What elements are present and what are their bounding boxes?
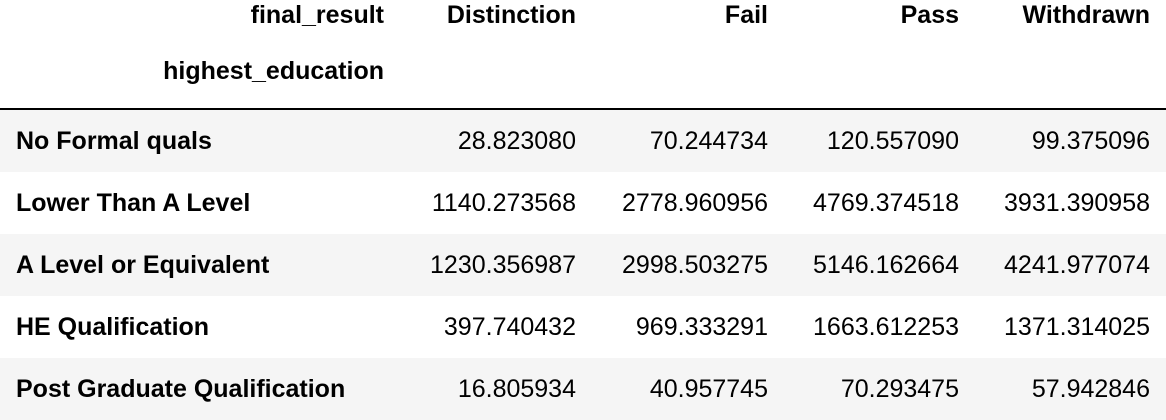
row-label: Lower Than A Level [0, 172, 400, 234]
table-cell: 1140.273568 [400, 172, 592, 234]
column-header: Withdrawn [1022, 0, 1150, 29]
table-cell: 28.823080 [400, 109, 592, 172]
table-cell: 40.957745 [592, 358, 784, 420]
table-cell: 99.375096 [975, 109, 1166, 172]
table-cell: 1663.612253 [784, 296, 975, 358]
table-cell: 120.557090 [784, 109, 975, 172]
row-label: A Level or Equivalent [0, 234, 400, 296]
table-row: A Level or Equivalent 1230.356987 2998.5… [0, 234, 1166, 296]
table-row: Post Graduate Qualification 16.805934 40… [0, 358, 1166, 420]
columns-header-row: final_result Distinction Fail Pass Withd… [0, 0, 1166, 30]
column-header: Fail [724, 0, 768, 29]
table-cell: 5146.162664 [784, 234, 975, 296]
table-header: final_result Distinction Fail Pass Withd… [0, 0, 1166, 110]
empty-header-cell [784, 30, 975, 110]
index-name-label: highest_education [0, 30, 400, 110]
row-label: HE Qualification [0, 296, 400, 358]
table-cell: 4769.374518 [784, 172, 975, 234]
table-cell: 397.740432 [400, 296, 592, 358]
row-label: Post Graduate Qualification [0, 358, 400, 420]
empty-header-cell [975, 30, 1166, 110]
table-cell: 16.805934 [400, 358, 592, 420]
column-header: Distinction [446, 0, 576, 29]
table-cell: 70.244734 [592, 109, 784, 172]
empty-header-cell [592, 30, 784, 110]
table-row: Lower Than A Level 1140.273568 2778.9609… [0, 172, 1166, 234]
table-cell: 2778.960956 [592, 172, 784, 234]
table-cell: 57.942846 [975, 358, 1166, 420]
empty-header-cell [400, 30, 592, 110]
table-cell: 4241.977074 [975, 234, 1166, 296]
index-header-row: highest_education [0, 30, 1166, 110]
table-cell: 2998.503275 [592, 234, 784, 296]
table-row: No Formal quals 28.823080 70.244734 120.… [0, 109, 1166, 172]
table-cell: 969.333291 [592, 296, 784, 358]
table-cell: 70.293475 [784, 358, 975, 420]
columns-name-label: final_result [250, 0, 384, 29]
table-cell: 3931.390958 [975, 172, 1166, 234]
table-cell: 1371.314025 [975, 296, 1166, 358]
row-label: No Formal quals [0, 109, 400, 172]
table-cell: 1230.356987 [400, 234, 592, 296]
column-header: Pass [900, 0, 959, 29]
table-row: HE Qualification 397.740432 969.333291 1… [0, 296, 1166, 358]
table-body: No Formal quals 28.823080 70.244734 120.… [0, 109, 1166, 420]
